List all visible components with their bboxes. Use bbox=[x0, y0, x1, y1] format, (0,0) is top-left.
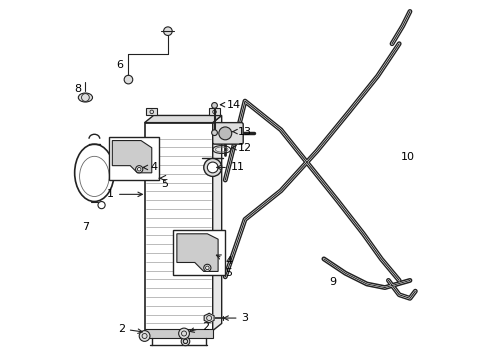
Bar bbox=[147, 108, 157, 116]
Text: 11: 11 bbox=[217, 162, 245, 172]
Circle shape bbox=[139, 330, 150, 341]
Circle shape bbox=[212, 130, 218, 135]
Text: 5: 5 bbox=[161, 179, 168, 189]
Circle shape bbox=[219, 127, 232, 140]
Bar bbox=[145, 123, 213, 330]
Text: 14: 14 bbox=[220, 100, 241, 110]
Text: 12: 12 bbox=[232, 143, 252, 153]
Text: 7: 7 bbox=[82, 222, 89, 231]
Ellipse shape bbox=[78, 93, 93, 102]
Circle shape bbox=[181, 337, 190, 346]
Polygon shape bbox=[177, 234, 218, 271]
Circle shape bbox=[179, 328, 190, 339]
Circle shape bbox=[124, 75, 133, 84]
Circle shape bbox=[207, 162, 218, 173]
Polygon shape bbox=[213, 116, 221, 330]
Circle shape bbox=[204, 264, 211, 271]
Text: 13: 13 bbox=[232, 127, 252, 136]
Text: 10: 10 bbox=[401, 152, 415, 162]
Text: 4: 4 bbox=[143, 162, 157, 172]
Text: 2: 2 bbox=[118, 324, 143, 334]
Text: 2: 2 bbox=[190, 322, 209, 332]
Bar bbox=[209, 108, 220, 116]
Circle shape bbox=[204, 158, 221, 176]
Text: 9: 9 bbox=[329, 277, 337, 287]
Circle shape bbox=[212, 103, 218, 108]
Text: 3: 3 bbox=[224, 313, 248, 323]
Polygon shape bbox=[204, 314, 214, 323]
Text: 8: 8 bbox=[74, 84, 82, 94]
Polygon shape bbox=[112, 140, 152, 173]
Text: 6: 6 bbox=[116, 60, 123, 70]
Text: 4: 4 bbox=[217, 255, 232, 266]
Bar bbox=[145, 329, 213, 338]
Bar bbox=[109, 137, 159, 180]
Polygon shape bbox=[145, 116, 221, 123]
Text: 5: 5 bbox=[225, 268, 232, 278]
Bar bbox=[173, 230, 225, 275]
Circle shape bbox=[164, 27, 172, 36]
Ellipse shape bbox=[74, 144, 114, 202]
Circle shape bbox=[136, 166, 143, 173]
Text: 1: 1 bbox=[107, 189, 143, 199]
FancyBboxPatch shape bbox=[213, 123, 243, 144]
